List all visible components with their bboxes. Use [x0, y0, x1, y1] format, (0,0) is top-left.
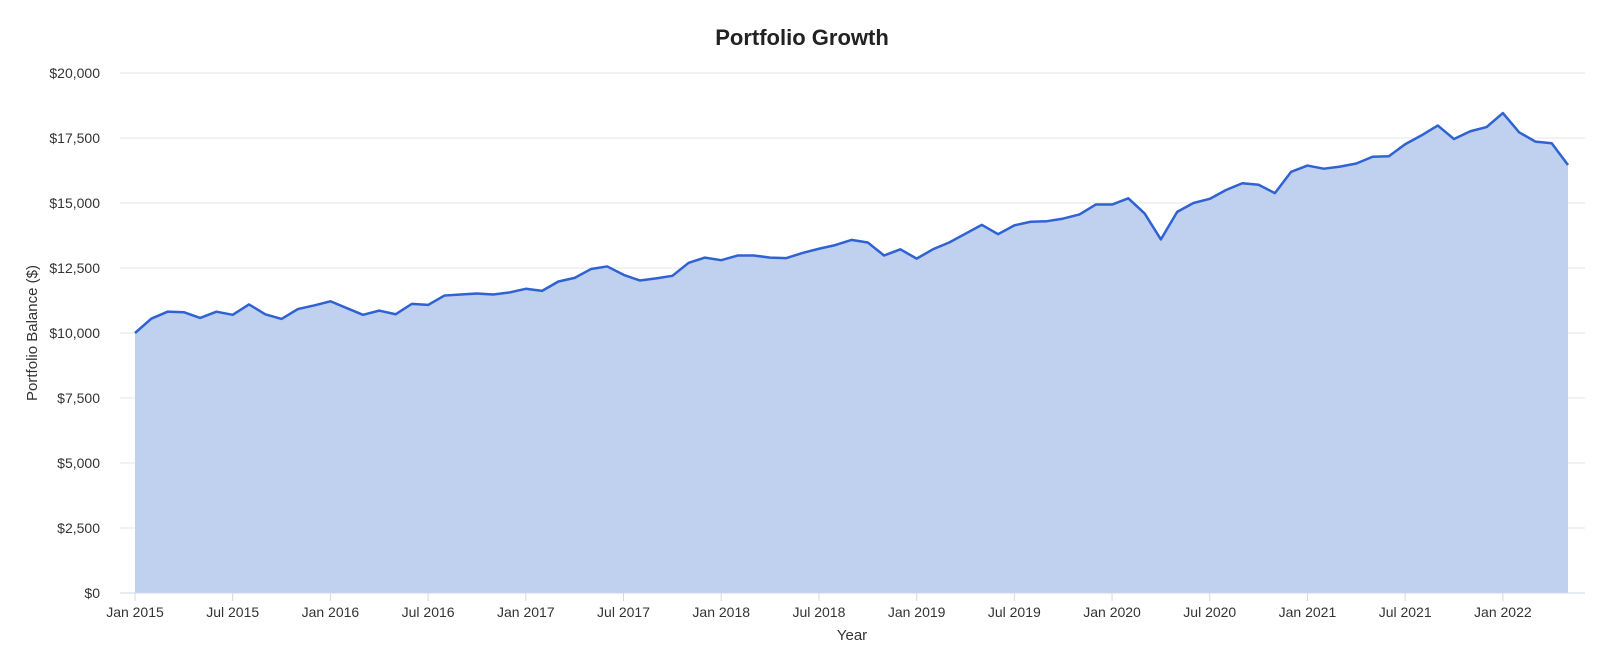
- plot-area: [134, 111, 1570, 593]
- x-tick-label: Jul 2020: [1183, 604, 1236, 620]
- x-tick-label: Jan 2015: [106, 604, 164, 620]
- portfolio-area-fill: [135, 113, 1568, 593]
- x-axis-label: Year: [837, 627, 867, 644]
- x-tick-label: Jul 2021: [1379, 604, 1432, 620]
- x-axis: Jan 2015 Jul 2015 Jan 2016 Jul 2016 Jan 2017…: [106, 592, 1585, 620]
- x-tick-label: Jan 2020: [1083, 604, 1141, 620]
- y-tick-label: $2,500: [57, 520, 100, 536]
- y-tick-label: $5,000: [57, 455, 100, 471]
- y-tick-label: $7,500: [57, 390, 100, 406]
- y-tick-label: $0: [84, 585, 100, 601]
- chart-title: Portfolio Growth: [715, 25, 889, 50]
- x-tick-label: Jan 2017: [497, 604, 555, 620]
- portfolio-balance-line: [134, 111, 1570, 334]
- x-tick-label: Jul 2018: [792, 604, 845, 620]
- x-tick-label: Jul 2017: [597, 604, 650, 620]
- x-tick-label: Jul 2016: [402, 604, 455, 620]
- x-tick-label: Jan 2019: [888, 604, 946, 620]
- x-tick-label: Jul 2015: [206, 604, 259, 620]
- y-tick-label: $12,500: [49, 260, 100, 276]
- x-tick-label: Jan 2016: [302, 604, 360, 620]
- y-tick-label: $10,000: [49, 325, 100, 341]
- y-tick-label: $17,500: [49, 130, 100, 146]
- x-tick-label: Jan 2018: [692, 604, 750, 620]
- y-tick-label: $20,000: [49, 65, 100, 81]
- x-tick-label: Jul 2019: [988, 604, 1041, 620]
- x-tick-label: Jan 2021: [1279, 604, 1337, 620]
- x-tick-label: Jan 2022: [1474, 604, 1532, 620]
- y-axis-label: Portfolio Balance ($): [24, 265, 41, 401]
- y-tick-label: $15,000: [49, 195, 100, 211]
- y-axis: $0 $2,500 $5,000 $7,500 $10,000 $12,500 $15,00…: [49, 65, 100, 601]
